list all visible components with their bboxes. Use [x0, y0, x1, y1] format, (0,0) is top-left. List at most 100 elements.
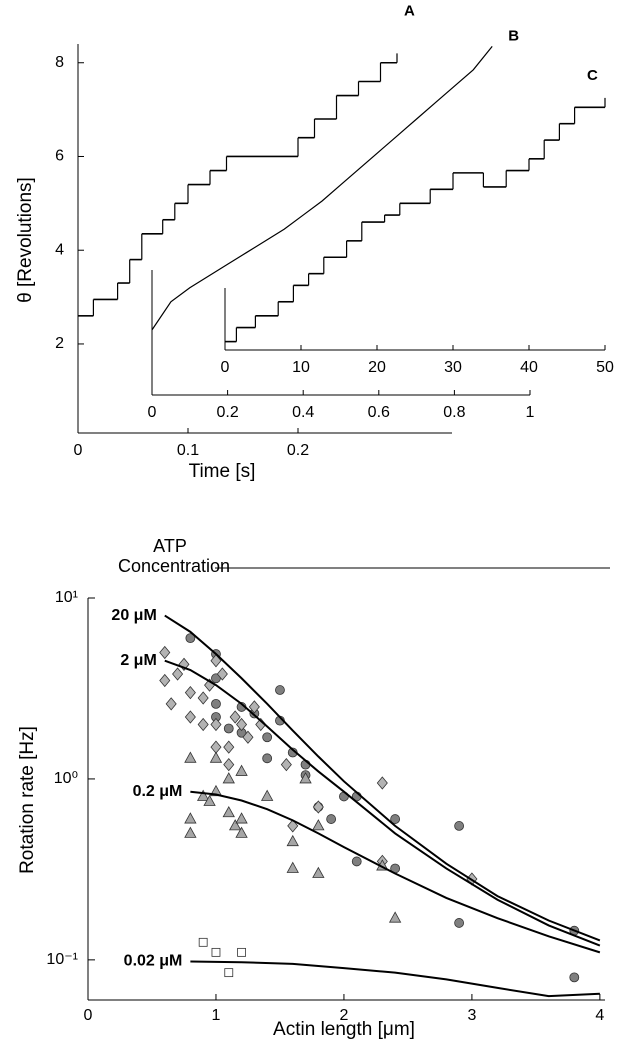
- data-point: [312, 800, 324, 814]
- data-point: [235, 812, 248, 824]
- data-point: [224, 968, 234, 978]
- data-point: [248, 700, 260, 714]
- data-point: [196, 789, 210, 801]
- curve-label: 2 μM: [120, 652, 156, 669]
- data-point: [376, 776, 388, 790]
- curve-label: 0.2 μM: [133, 783, 183, 800]
- data-point: [242, 730, 254, 744]
- x-tick-label: 1: [526, 404, 535, 421]
- data-point: [159, 645, 171, 660]
- data-point: [222, 805, 235, 818]
- data-point: [184, 685, 196, 700]
- data-point: [454, 821, 465, 831]
- data-point: [223, 740, 235, 754]
- y-axis-title: Rotation rate [Hz]: [17, 726, 38, 874]
- trace: [151, 45, 493, 331]
- data-point: [222, 772, 235, 784]
- data-point: [223, 757, 235, 772]
- data-point: [237, 947, 246, 957]
- x-tick-label: 1: [212, 1007, 221, 1024]
- trace-label: A: [404, 2, 415, 19]
- y-tick-label: 10⁻¹: [46, 951, 78, 968]
- curve-label: 0.02 μM: [124, 953, 183, 970]
- x-tick-label: 0.6: [368, 404, 390, 421]
- data-point: [159, 673, 171, 688]
- data-point: [260, 789, 274, 801]
- data-point: [172, 667, 184, 681]
- x-tick-label: 40: [520, 359, 538, 376]
- x-tick-label: 2: [339, 1007, 348, 1024]
- fit-curve: [190, 960, 600, 998]
- curve-label: 20 μM: [111, 607, 156, 624]
- data-point: [326, 814, 337, 824]
- data-point: [312, 866, 325, 878]
- y-tick-label: 8: [55, 54, 64, 71]
- x-tick-label: 20: [368, 359, 386, 376]
- data-point: [236, 717, 248, 732]
- data-point: [275, 685, 285, 695]
- y-tick-label: 2: [55, 335, 64, 352]
- data-point: [287, 819, 299, 833]
- x-tick-label: 0.8: [443, 404, 465, 421]
- data-point: [569, 972, 580, 983]
- data-point: [312, 819, 325, 831]
- data-point: [209, 784, 223, 797]
- data-point: [286, 834, 299, 847]
- data-point: [184, 826, 197, 838]
- x-axis-title: Actin length [μm]: [273, 1019, 415, 1040]
- x-tick-label: 0.1: [177, 442, 199, 459]
- data-point: [351, 856, 362, 867]
- data-point: [229, 710, 241, 724]
- x-tick-label: 0.2: [216, 404, 238, 421]
- fit-curve: [190, 790, 601, 954]
- data-point: [210, 740, 222, 754]
- data-point: [203, 794, 216, 806]
- x-tick-label: 0: [148, 404, 157, 421]
- fit-curve: [164, 614, 601, 942]
- trace-label: C: [587, 67, 598, 84]
- data-point: [184, 710, 196, 724]
- data-point: [210, 654, 222, 668]
- data-point: [454, 918, 465, 928]
- x-tick-label: 0: [221, 359, 230, 376]
- data-point: [223, 723, 234, 734]
- y-axis-title: θ [Revolutions]: [15, 177, 36, 303]
- data-point: [184, 812, 197, 824]
- data-point: [216, 667, 228, 681]
- data-point: [235, 826, 248, 838]
- data-point: [211, 947, 221, 957]
- data-point: [185, 633, 196, 644]
- x-axis-title: Time [s]: [189, 461, 256, 482]
- x-tick-label: 50: [596, 359, 614, 376]
- data-point: [210, 717, 222, 732]
- data-point: [209, 751, 223, 763]
- data-point: [184, 751, 197, 763]
- fit-curve: [164, 659, 601, 947]
- x-tick-label: 0: [74, 442, 83, 459]
- data-point: [198, 937, 208, 947]
- data-point: [197, 717, 209, 732]
- data-point: [390, 814, 401, 824]
- x-tick-label: 0.2: [287, 442, 309, 459]
- x-tick-label: 10: [292, 359, 310, 376]
- data-point: [235, 764, 248, 776]
- y-tick-label: 10⁰: [54, 770, 78, 787]
- data-point: [299, 772, 312, 784]
- data-point: [388, 911, 402, 923]
- x-tick-label: 4: [595, 1007, 604, 1024]
- legend-title: ATP Concentration: [118, 536, 231, 576]
- data-point: [280, 757, 292, 772]
- data-point: [197, 691, 209, 705]
- x-tick-label: 30: [444, 359, 462, 376]
- data-point: [211, 698, 221, 709]
- y-tick-label: 4: [55, 241, 64, 258]
- y-tick-label: 6: [55, 148, 64, 165]
- x-tick-label: 0: [84, 1007, 93, 1024]
- trace-label: B: [508, 27, 519, 44]
- data-point: [262, 732, 273, 743]
- x-tick-label: 0.4: [292, 404, 314, 421]
- y-tick-label: 10¹: [55, 589, 78, 606]
- x-tick-label: 3: [467, 1007, 476, 1024]
